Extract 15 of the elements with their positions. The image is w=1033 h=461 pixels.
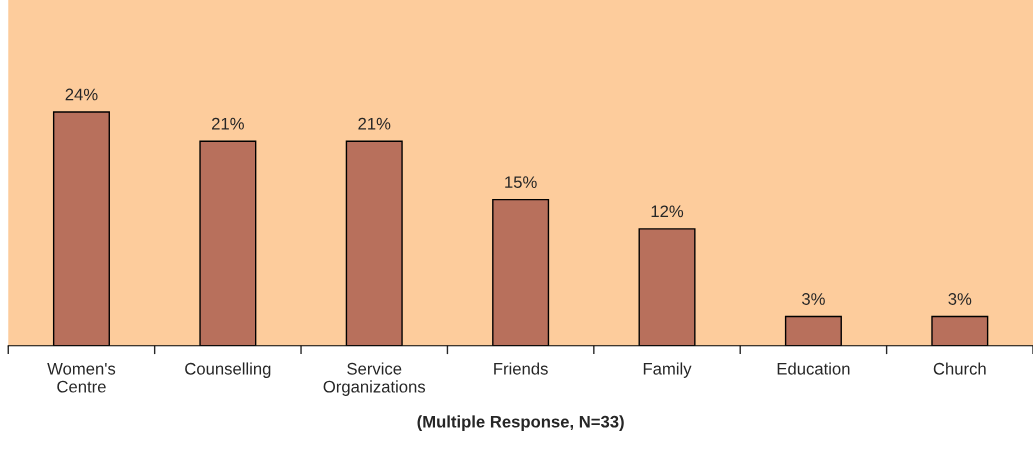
- x-tick-label: Service Organizations: [323, 362, 426, 396]
- data-label: 21%: [212, 117, 244, 130]
- x-tick-label: Counselling: [185, 362, 271, 378]
- x-axis-title: (Multiple Response, N=33): [417, 415, 624, 431]
- data-label: 3%: [948, 293, 972, 305]
- data-label: 21%: [358, 117, 391, 130]
- x-tick-label: Women's Centre: [47, 363, 116, 393]
- data-label: 3%: [802, 293, 825, 305]
- x-tick-label: Family: [643, 362, 692, 378]
- data-label: 15%: [505, 176, 537, 189]
- x-tick-label: Church: [933, 362, 986, 375]
- x-tick-label: Friends: [494, 362, 548, 375]
- x-tick-label: Education: [777, 362, 850, 375]
- data-label: 24%: [65, 88, 98, 101]
- data-label: 12%: [651, 205, 684, 218]
